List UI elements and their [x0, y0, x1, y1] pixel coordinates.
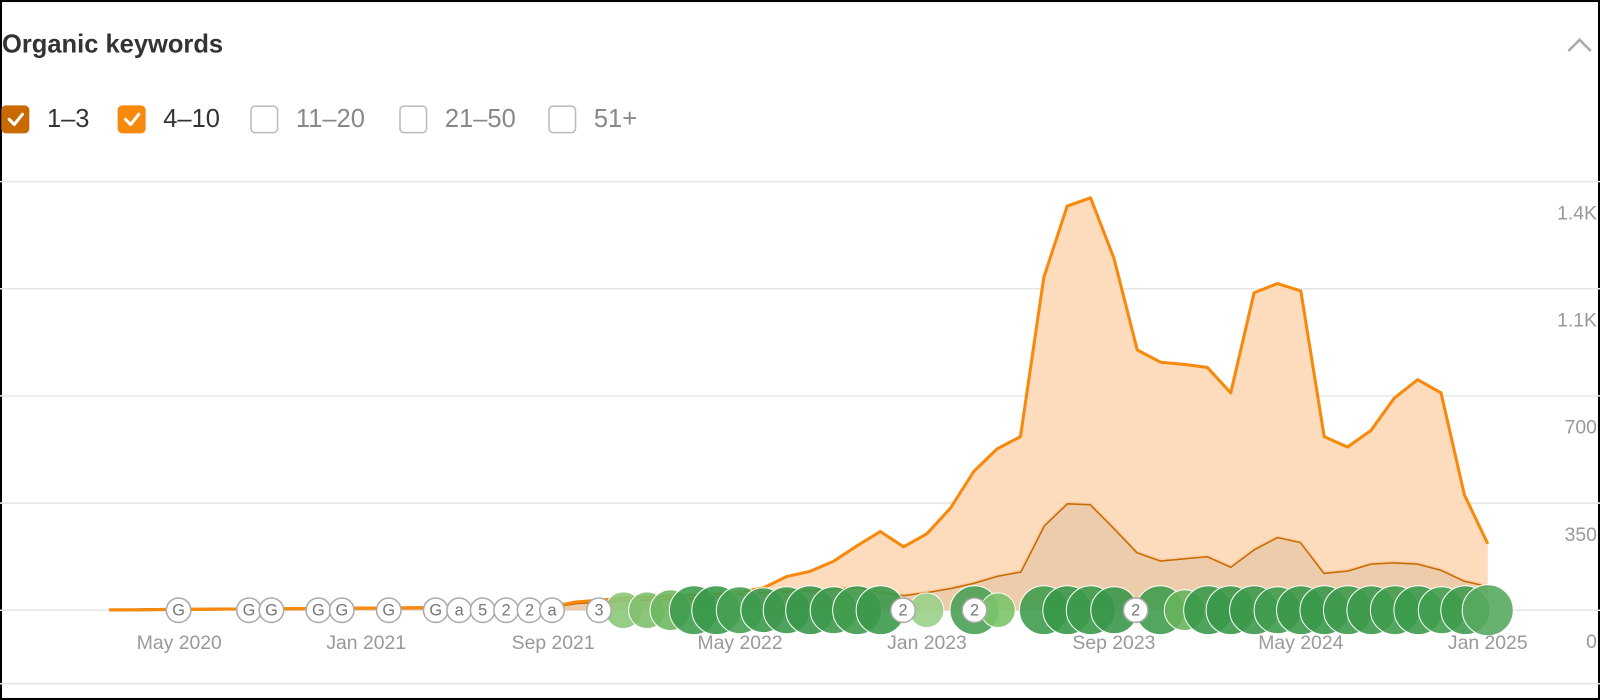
update-marker[interactable]: a: [446, 597, 473, 624]
marker-label: G: [382, 602, 395, 620]
legend: 1–3 4–10 11–20 21–50 51+: [1, 105, 637, 134]
update-marker[interactable]: G: [165, 597, 192, 624]
legend-item[interactable]: 11–20: [250, 105, 365, 134]
marker-circle: [539, 597, 566, 624]
marker-label: 2: [970, 602, 979, 620]
marker-label: 5: [478, 602, 487, 620]
marker-circle: [258, 597, 285, 624]
marker-label: G: [312, 602, 325, 620]
marker-label: G: [172, 602, 185, 620]
checkbox[interactable]: [250, 105, 279, 134]
update-marker[interactable]: 3: [585, 597, 612, 624]
x-tick-label: Sep 2023: [1072, 632, 1155, 654]
checkmark: [7, 112, 24, 127]
collapse-chevron[interactable]: [1567, 37, 1592, 52]
update-marker[interactable]: G: [258, 597, 285, 624]
update-marker[interactable]: 2: [516, 597, 543, 624]
checkbox[interactable]: [117, 105, 146, 134]
marker-label: a: [455, 602, 465, 620]
x-tick-label: Jan 2025: [1448, 632, 1528, 654]
legend-label[interactable]: 21–50: [445, 105, 516, 133]
legend-label[interactable]: 51+: [594, 105, 637, 133]
y-tick-label: 350: [1565, 524, 1598, 546]
update-marker[interactable]: G: [235, 597, 262, 624]
legend-item[interactable]: 21–50: [399, 105, 516, 134]
y-tick-label: 700: [1565, 417, 1598, 439]
marker-label: G: [335, 602, 348, 620]
checkbox[interactable]: [1, 105, 30, 134]
legend-label[interactable]: 11–20: [296, 105, 365, 133]
x-tick-label: May 2022: [698, 632, 783, 654]
marker-label: 2: [899, 602, 908, 620]
x-tick-label: Jan 2023: [887, 632, 967, 654]
marker-circle: [961, 597, 988, 624]
update-marker[interactable]: 2: [1122, 597, 1149, 624]
update-marker[interactable]: a: [539, 597, 566, 624]
marker-circle: [890, 597, 917, 624]
marker-circle: [328, 597, 355, 624]
legend-item[interactable]: 4–10: [117, 105, 220, 134]
checkbox[interactable]: [548, 105, 577, 134]
marker-label: a: [548, 602, 558, 620]
area: [109, 197, 1488, 610]
marker-label: 3: [594, 602, 603, 620]
panel-title: Organic keywords: [2, 31, 223, 59]
update-marker[interactable]: G: [422, 597, 449, 624]
marker-label: G: [429, 602, 442, 620]
marker-label: 2: [525, 602, 534, 620]
marker-circle: [165, 597, 192, 624]
update-marker[interactable]: 5: [469, 597, 496, 624]
y-tick-label: 1.4K: [1557, 202, 1597, 224]
axes: 0 350 700 1.1K 1.4K May 2020 Jan 2021 Sep 2021 M…: [137, 202, 1597, 654]
update-marker[interactable]: G: [328, 597, 355, 624]
x-tick-label: Jan 2021: [326, 632, 406, 654]
legend-item[interactable]: 51+: [548, 105, 637, 134]
legend-label[interactable]: 4–10: [163, 105, 220, 133]
checkbox[interactable]: [399, 105, 428, 134]
y-tick-label: 1.1K: [1557, 310, 1597, 332]
marker-label: G: [265, 602, 278, 620]
marker-label: G: [243, 602, 256, 620]
y-tick-label: 0: [1586, 631, 1597, 653]
update-marker[interactable]: 2: [961, 597, 988, 624]
marker-label: 2: [1131, 602, 1140, 620]
update-marker[interactable]: G: [375, 597, 402, 624]
update-marker[interactable]: [1461, 584, 1514, 637]
x-tick-label: Sep 2021: [512, 632, 595, 654]
area: [109, 503, 1488, 611]
legend-item[interactable]: 1–3: [1, 105, 90, 134]
checkmark: [123, 112, 141, 127]
update-marker[interactable]: 2: [493, 597, 520, 624]
update-marker[interactable]: 2: [890, 597, 917, 624]
legend-label[interactable]: 1–3: [47, 105, 90, 133]
update-marker[interactable]: G: [305, 597, 332, 624]
marker-circle: [1122, 597, 1149, 624]
x-tick-label: May 2024: [1258, 632, 1343, 654]
marker-label: 2: [502, 602, 511, 620]
x-tick-label: May 2020: [137, 632, 222, 654]
marker-circle: [585, 597, 612, 624]
marker-circle: [375, 597, 402, 624]
